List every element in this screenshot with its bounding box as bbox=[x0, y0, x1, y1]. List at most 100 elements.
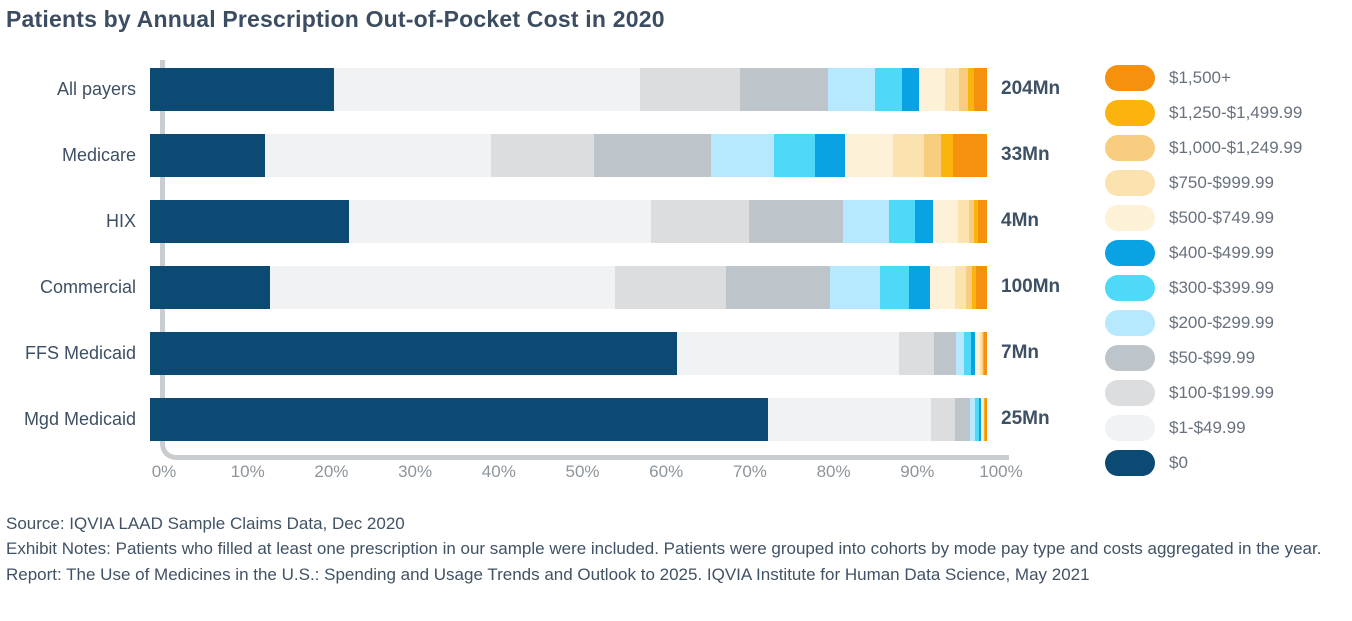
bar-segment bbox=[889, 199, 915, 243]
bar-segment bbox=[959, 67, 968, 111]
bar-segment bbox=[974, 199, 978, 243]
bar-segment bbox=[879, 265, 910, 309]
bar-segment bbox=[985, 397, 987, 441]
bar-segment bbox=[919, 67, 946, 111]
legend-label: $400-$499.99 bbox=[1169, 242, 1274, 262]
stacked-bar bbox=[150, 265, 987, 309]
report-note: Report: The Use of Medicines in the U.S.… bbox=[6, 564, 1090, 584]
bar-segment bbox=[710, 133, 774, 177]
row-total: 4Mn bbox=[1001, 210, 1039, 231]
bar-segment bbox=[979, 397, 982, 441]
bar-segment bbox=[966, 265, 972, 309]
bar-segment bbox=[981, 331, 983, 375]
x-axis-tick-label: 40% bbox=[481, 462, 516, 481]
bar-segment bbox=[980, 331, 982, 375]
chart-row: All payers 204Mn bbox=[0, 56, 1100, 122]
row-label: HIX bbox=[105, 210, 136, 231]
bar-segment bbox=[899, 331, 935, 375]
legend-swatch bbox=[1105, 134, 1155, 161]
row-total: 204Mn bbox=[1001, 78, 1061, 99]
bar-segment bbox=[933, 199, 958, 243]
legend-label: $1,000-$1,249.99 bbox=[1169, 137, 1303, 157]
bar-segment bbox=[827, 67, 875, 111]
chart-row: Commercial 100Mn bbox=[0, 254, 1100, 320]
bar-segment bbox=[955, 265, 967, 309]
bar-segment bbox=[983, 397, 985, 441]
stacked-bar bbox=[150, 67, 987, 111]
bar-rows-container: All payers 204Mn Medicare 33Mn HIX 4Mn Commerc… bbox=[0, 56, 1100, 452]
chart-row: HIX 4Mn bbox=[0, 188, 1100, 254]
exhibit-note: Exhibit Notes: Patients who filled at le… bbox=[6, 539, 1322, 559]
footer-notes: Source: IQVIA LAAD Sample Claims Data, D… bbox=[6, 512, 1344, 588]
x-axis-ticks: 0% 10% 20% 30% 40% 50% 60% 70% 80% 90% 100% bbox=[152, 462, 1023, 486]
bar-segment bbox=[490, 133, 594, 177]
bar-segment bbox=[930, 397, 956, 441]
bar-segment bbox=[902, 67, 920, 111]
legend-label: $500-$749.99 bbox=[1169, 207, 1274, 227]
legend-item: $1,250-$1,499.99 bbox=[1105, 95, 1302, 130]
legend-label: $1-$49.99 bbox=[1169, 417, 1246, 437]
legend-label: $750-$999.99 bbox=[1169, 172, 1274, 192]
bar-segment bbox=[150, 67, 335, 111]
chart-row: Mgd Medicaid 25Mn bbox=[0, 386, 1100, 452]
x-axis-tick-label: 30% bbox=[398, 462, 433, 481]
bar-segment bbox=[909, 265, 931, 309]
bar-segment bbox=[974, 67, 987, 111]
bar-segment bbox=[893, 133, 925, 177]
bar-segment bbox=[971, 265, 977, 309]
legend-swatch bbox=[1105, 169, 1155, 196]
x-axis-tick-label: 90% bbox=[900, 462, 935, 481]
bar-segment bbox=[975, 397, 980, 441]
bar-segment bbox=[981, 397, 983, 441]
row-total: 7Mn bbox=[1001, 342, 1039, 363]
bar-segment bbox=[940, 133, 953, 177]
legend-item: $300-$399.99 bbox=[1105, 270, 1302, 305]
bar-segment bbox=[677, 331, 900, 375]
bar-segment bbox=[150, 331, 678, 375]
bar-segment bbox=[970, 397, 976, 441]
chart-title: Patients by Annual Prescription Out-of-P… bbox=[6, 6, 665, 32]
bar-segment bbox=[976, 265, 987, 309]
legend-item: $400-$499.99 bbox=[1105, 235, 1302, 270]
legend-swatch bbox=[1105, 309, 1155, 336]
bar-segment bbox=[952, 133, 987, 177]
bar-segment bbox=[914, 199, 934, 243]
bar-segment bbox=[955, 397, 971, 441]
bar-segment bbox=[967, 67, 975, 111]
bar-segment bbox=[977, 199, 987, 243]
legend-item: $50-$99.99 bbox=[1105, 340, 1302, 375]
row-label: FFS Medicaid bbox=[24, 342, 136, 363]
legend-label: $1,500+ bbox=[1169, 67, 1231, 87]
legend-item: $200-$299.99 bbox=[1105, 305, 1302, 340]
bar-segment bbox=[924, 133, 941, 177]
bar-segment bbox=[874, 67, 903, 111]
legend-label: $300-$399.99 bbox=[1169, 277, 1274, 297]
legend-item: $750-$999.99 bbox=[1105, 165, 1302, 200]
chart-row: FFS Medicaid 7Mn bbox=[0, 320, 1100, 386]
bar-segment bbox=[749, 199, 844, 243]
legend: $1,500+ $1,250-$1,499.99 $1,000-$1,249.99 $… bbox=[1105, 60, 1302, 480]
bar-segment bbox=[767, 397, 931, 441]
bar-segment bbox=[334, 67, 640, 111]
bar-segment bbox=[349, 199, 651, 243]
x-axis-tick-label: 10% bbox=[230, 462, 265, 481]
bar-segment bbox=[829, 265, 880, 309]
row-total: 25Mn bbox=[1001, 408, 1050, 429]
legend-item: $0 bbox=[1105, 445, 1302, 480]
bar-segment bbox=[593, 133, 711, 177]
bar-segment bbox=[975, 331, 981, 375]
row-total: 100Mn bbox=[1001, 276, 1061, 297]
chart-row: Medicare 33Mn bbox=[0, 122, 1100, 188]
legend-item: $100-$199.99 bbox=[1105, 375, 1302, 410]
bar-segment bbox=[982, 331, 985, 375]
source-note: Source: IQVIA LAAD Sample Claims Data, D… bbox=[6, 514, 405, 533]
bar-segment bbox=[269, 265, 615, 309]
bar-segment bbox=[150, 133, 265, 177]
x-axis-tick-label: 20% bbox=[314, 462, 349, 481]
bar-segment bbox=[969, 199, 975, 243]
legend-item: $1-$49.99 bbox=[1105, 410, 1302, 445]
bar-segment bbox=[150, 397, 768, 441]
x-axis-tick-label: 0% bbox=[151, 462, 177, 481]
legend-label: $50-$99.99 bbox=[1169, 347, 1256, 367]
